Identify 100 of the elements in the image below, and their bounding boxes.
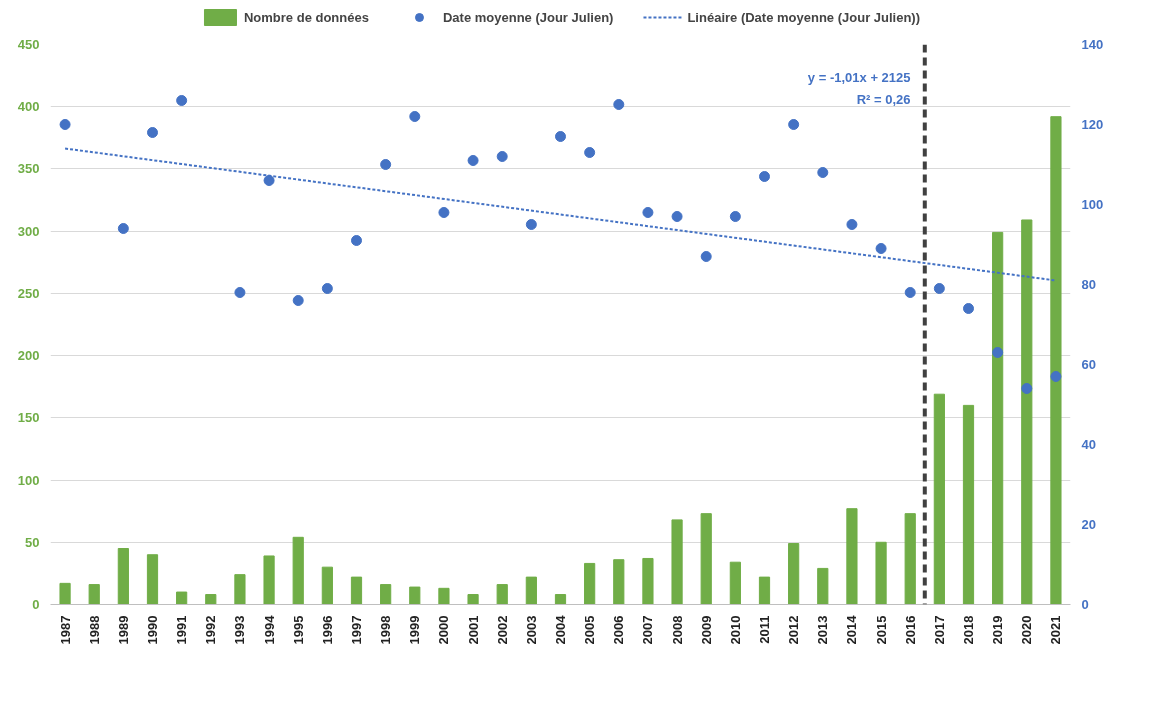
bar — [700, 513, 712, 605]
point — [555, 131, 566, 142]
x-tick-label: 1989 — [115, 615, 131, 645]
bar — [438, 587, 450, 605]
x-tick-label: 1995 — [290, 615, 306, 645]
point — [351, 235, 362, 246]
bar — [292, 536, 304, 605]
point — [904, 287, 916, 298]
x-tick-label: 2019 — [990, 615, 1006, 645]
bar — [176, 591, 188, 605]
y-tick-label: 50 — [25, 534, 40, 550]
y-tick-label: 250 — [17, 285, 40, 301]
x-tick-label: 2018 — [961, 615, 976, 645]
bar — [263, 555, 275, 605]
point — [1050, 371, 1062, 382]
x-tick-label: 2006 — [611, 615, 627, 645]
legend-label: Date moyenne (Jour Julien) — [442, 9, 614, 25]
bar — [234, 574, 246, 605]
bar — [758, 576, 771, 605]
bar — [817, 567, 829, 605]
point — [117, 223, 129, 234]
x-tick-label: 2013 — [815, 615, 831, 645]
y-tick-label: 400 — [17, 99, 40, 115]
bar — [613, 559, 625, 605]
point — [584, 147, 596, 158]
bar — [846, 508, 858, 605]
x-tick-label: 1991 — [174, 615, 190, 645]
point — [438, 207, 450, 218]
bar — [962, 404, 975, 605]
point — [292, 295, 304, 306]
x-tick-label: 2001 — [465, 615, 481, 645]
bar — [88, 584, 100, 605]
point — [963, 303, 974, 314]
legend-label: Linéaire (Date moyenne (Jour Julien)) — [687, 9, 921, 25]
bar — [554, 594, 567, 605]
y-tick-label: 300 — [17, 223, 40, 239]
point — [759, 171, 770, 182]
point — [380, 159, 392, 170]
bar — [117, 548, 129, 605]
x-tick-label: 2010 — [727, 615, 743, 645]
bar — [205, 594, 217, 605]
point — [875, 243, 887, 254]
x-tick-label: 2012 — [786, 615, 802, 645]
point — [176, 95, 188, 106]
x-tick-label: 2020 — [1019, 615, 1035, 645]
x-tick-label: 2007 — [640, 615, 656, 645]
x-tick-label: 1990 — [145, 615, 160, 645]
x-tick-label: 2002 — [494, 615, 510, 645]
point — [234, 287, 246, 298]
x-tick-label: 2016 — [902, 615, 918, 645]
x-tick-label: 1992 — [203, 615, 219, 645]
point — [525, 219, 537, 230]
bar — [1021, 219, 1033, 605]
y2-tick-label: 80 — [1081, 277, 1096, 292]
point — [933, 283, 945, 294]
point — [642, 207, 654, 218]
point — [613, 99, 625, 110]
annotation: R² = 0,26 — [856, 91, 911, 107]
y2-tick-label: 20 — [1081, 517, 1096, 532]
x-tick-label: 2015 — [873, 615, 889, 645]
bar — [642, 557, 654, 605]
point — [147, 127, 158, 138]
point — [846, 219, 858, 230]
x-tick-label: 2017 — [931, 615, 947, 645]
bar — [904, 513, 916, 605]
x-tick-label: 1997 — [349, 615, 364, 645]
point — [496, 151, 508, 162]
y-tick-label: 450 — [17, 37, 40, 52]
y-tick-label: 100 — [17, 472, 40, 488]
x-tick-label: 1998 — [378, 615, 394, 645]
point — [321, 283, 333, 294]
x-tick-label: 1993 — [232, 615, 248, 645]
y-tick-label: 200 — [17, 348, 40, 364]
point — [817, 167, 829, 178]
bar — [321, 566, 333, 605]
point — [59, 119, 71, 130]
y2-tick-label: 0 — [1081, 597, 1089, 612]
bar — [380, 584, 392, 605]
y2-tick-label: 100 — [1081, 197, 1104, 212]
x-tick-label: 2009 — [698, 615, 714, 645]
bar — [1050, 116, 1062, 605]
bar — [671, 519, 683, 605]
x-tick-label: 1996 — [319, 615, 335, 645]
bar — [409, 586, 421, 605]
x-tick-label: 1988 — [86, 615, 102, 645]
annotation: y = -1,01x + 2125 — [807, 69, 911, 85]
bar — [496, 584, 508, 605]
y2-tick-label: 60 — [1081, 357, 1096, 372]
point — [788, 119, 800, 130]
bar — [729, 561, 741, 605]
point — [1021, 383, 1033, 394]
x-tick-label: 2003 — [523, 615, 539, 645]
x-tick-label: 2004 — [553, 614, 568, 645]
y2-tick-label: 140 — [1081, 37, 1104, 52]
y-tick-label: 0 — [32, 597, 40, 612]
x-tick-label: 2021 — [1048, 615, 1064, 645]
y-tick-label: 150 — [17, 410, 40, 426]
x-tick-label: 2000 — [436, 615, 452, 645]
bar — [788, 543, 800, 605]
bar — [59, 582, 71, 605]
